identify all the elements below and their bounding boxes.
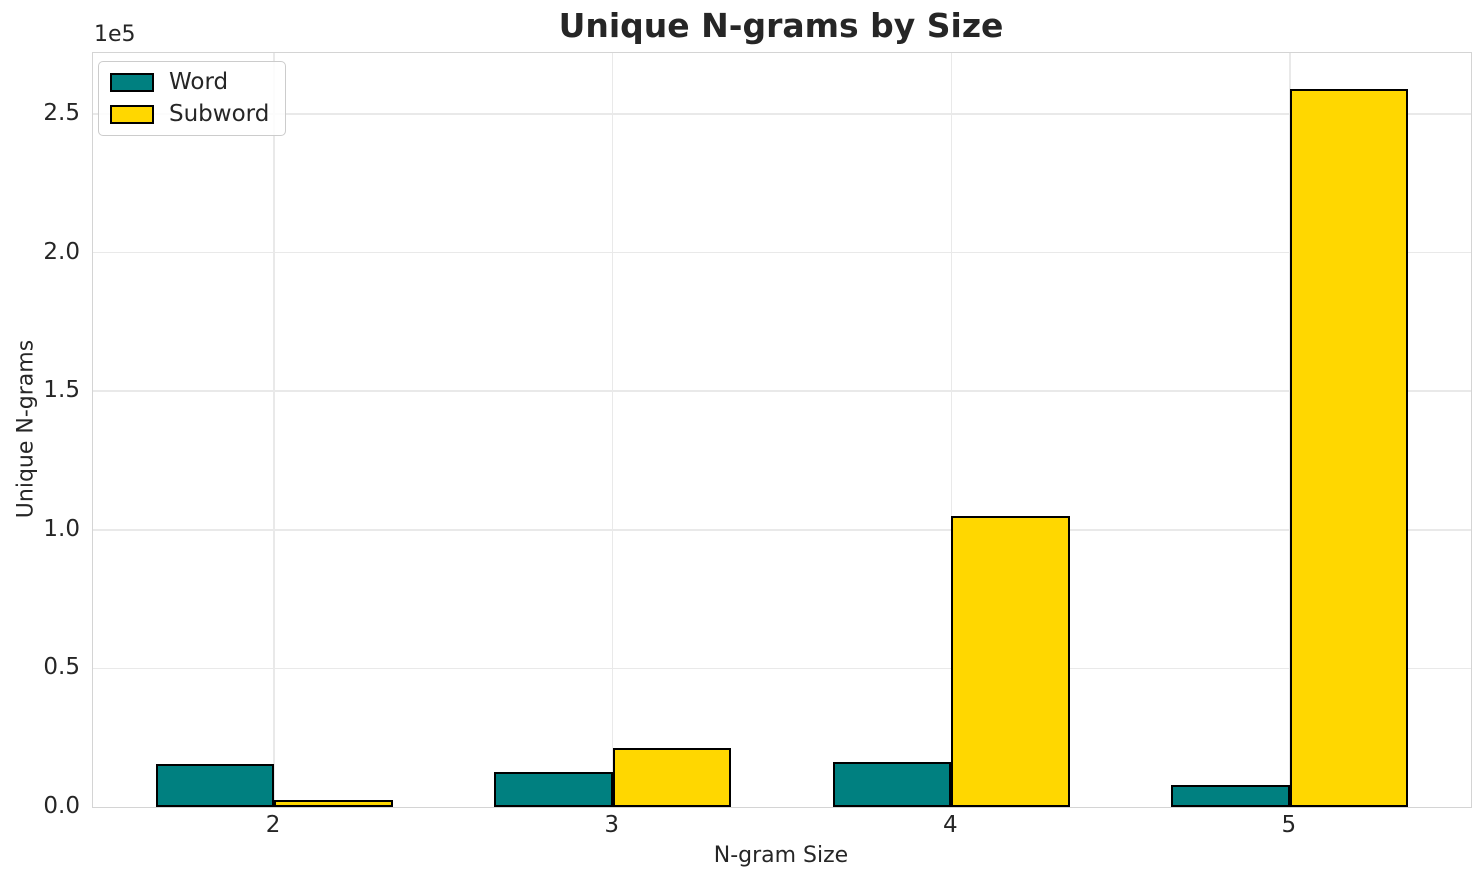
legend-swatch-word: [110, 73, 154, 92]
plot-area: [92, 52, 1472, 808]
y-tick-label: 0.5: [43, 654, 80, 681]
bar-subword-n5: [1289, 89, 1409, 807]
bar-subword-n3: [612, 747, 732, 807]
y-tick-label: 2.5: [43, 99, 80, 126]
x-tick-label: 2: [265, 812, 281, 838]
bar-subword-n2: [274, 800, 393, 807]
gridline-vertical: [611, 53, 614, 807]
gridline-horizontal: [93, 529, 1471, 531]
chart-title: Unique N-grams by Size: [558, 6, 1004, 45]
legend-label: Word: [169, 69, 229, 95]
bar-word-n5: [1171, 784, 1290, 807]
bar-subword-n4: [951, 515, 1070, 807]
legend-item-subword: Subword: [110, 103, 269, 126]
gridline-horizontal: [93, 390, 1471, 392]
legend: Word Subword: [98, 61, 287, 136]
legend-item-word: Word: [110, 71, 269, 94]
x-tick-label: 3: [604, 812, 620, 838]
y-tick-label: 1.0: [43, 515, 80, 542]
bar-word-n4: [832, 762, 952, 807]
gridline-horizontal: [93, 251, 1471, 254]
gridline-vertical: [273, 53, 275, 807]
y-axis-offset-label: 1e5: [94, 22, 136, 47]
y-tick-label: 2.0: [43, 238, 80, 265]
gridline-horizontal: [93, 113, 1471, 115]
gridline-vertical: [950, 53, 953, 807]
legend-swatch-subword: [110, 105, 154, 124]
x-tick-label: 4: [942, 812, 958, 838]
gridline-horizontal: [93, 667, 1471, 670]
bar-word-n3: [494, 771, 613, 807]
bar-word-n2: [155, 763, 275, 807]
x-axis-label: N-gram Size: [713, 843, 849, 868]
x-tick-label: 5: [1281, 812, 1297, 838]
legend-label: Subword: [169, 101, 270, 127]
y-tick-label: 0.0: [43, 793, 80, 819]
y-axis-label: Unique N-grams: [13, 339, 39, 519]
y-tick-label: 1.5: [43, 377, 80, 404]
